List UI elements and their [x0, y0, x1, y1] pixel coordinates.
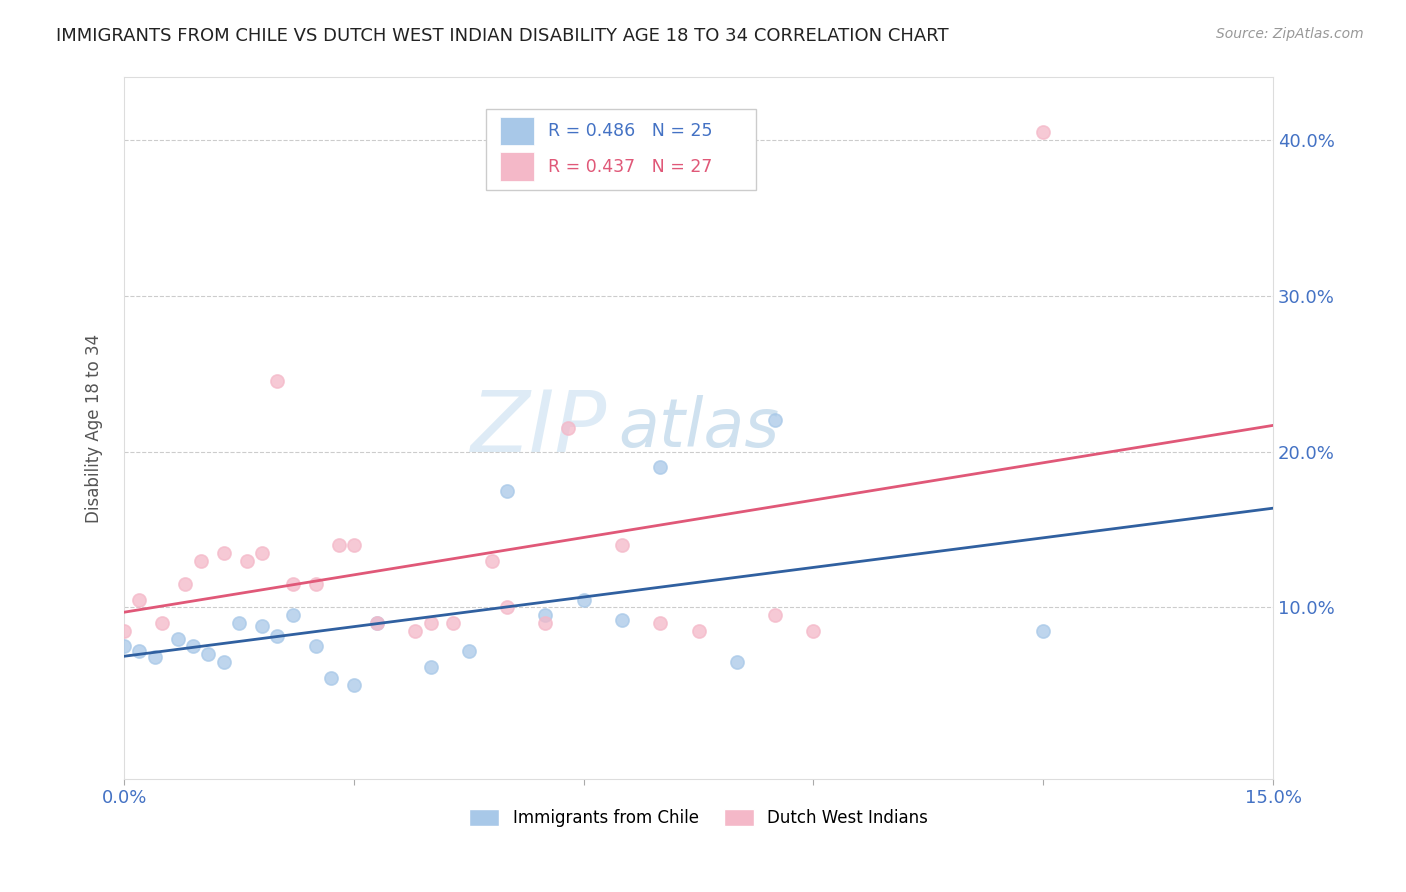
Point — [166, 632, 188, 646]
Point — [143, 650, 166, 665]
Point — [152, 615, 174, 630]
Point — [650, 615, 672, 630]
Point — [419, 659, 441, 673]
Point — [197, 647, 219, 661]
Point — [212, 655, 235, 669]
Point — [419, 615, 441, 630]
Point — [304, 640, 326, 654]
Point — [112, 640, 135, 654]
Point — [610, 538, 633, 552]
Point — [281, 577, 304, 591]
Point — [496, 600, 519, 615]
Point — [457, 644, 479, 658]
Text: ZIP: ZIP — [471, 386, 606, 470]
Text: R = 0.486   N = 25: R = 0.486 N = 25 — [548, 122, 713, 140]
Point — [235, 554, 257, 568]
Point — [557, 421, 579, 435]
Point — [228, 615, 250, 630]
Point — [803, 624, 825, 638]
Point — [181, 640, 204, 654]
Text: atlas: atlas — [619, 395, 779, 461]
Point — [496, 483, 519, 498]
Point — [763, 608, 786, 623]
Point — [610, 613, 633, 627]
Point — [250, 619, 273, 633]
Text: Source: ZipAtlas.com: Source: ZipAtlas.com — [1216, 27, 1364, 41]
Legend: Immigrants from Chile, Dutch West Indians: Immigrants from Chile, Dutch West Indian… — [463, 802, 935, 834]
Point — [343, 538, 366, 552]
Point — [534, 615, 557, 630]
Point — [650, 460, 672, 475]
Point — [725, 655, 748, 669]
Point — [112, 624, 135, 638]
Point — [404, 624, 426, 638]
Point — [366, 615, 388, 630]
FancyBboxPatch shape — [486, 109, 756, 190]
FancyBboxPatch shape — [499, 118, 534, 145]
Point — [128, 592, 150, 607]
Point — [328, 538, 350, 552]
Point — [443, 615, 465, 630]
Point — [366, 615, 388, 630]
Text: R = 0.437   N = 27: R = 0.437 N = 27 — [548, 158, 713, 176]
Point — [304, 577, 326, 591]
FancyBboxPatch shape — [499, 153, 534, 180]
Point — [534, 608, 557, 623]
Point — [281, 608, 304, 623]
Point — [190, 554, 212, 568]
Point — [174, 577, 197, 591]
Point — [212, 546, 235, 560]
Y-axis label: Disability Age 18 to 34: Disability Age 18 to 34 — [86, 334, 103, 523]
Point — [688, 624, 710, 638]
Point — [763, 413, 786, 427]
Point — [266, 628, 288, 642]
Point — [266, 375, 288, 389]
Point — [250, 546, 273, 560]
Point — [1032, 125, 1054, 139]
Point — [572, 592, 595, 607]
Text: IMMIGRANTS FROM CHILE VS DUTCH WEST INDIAN DISABILITY AGE 18 TO 34 CORRELATION C: IMMIGRANTS FROM CHILE VS DUTCH WEST INDI… — [56, 27, 949, 45]
Point — [319, 671, 342, 685]
Point — [481, 554, 503, 568]
Point — [1032, 624, 1054, 638]
Point — [343, 678, 366, 692]
Point — [128, 644, 150, 658]
